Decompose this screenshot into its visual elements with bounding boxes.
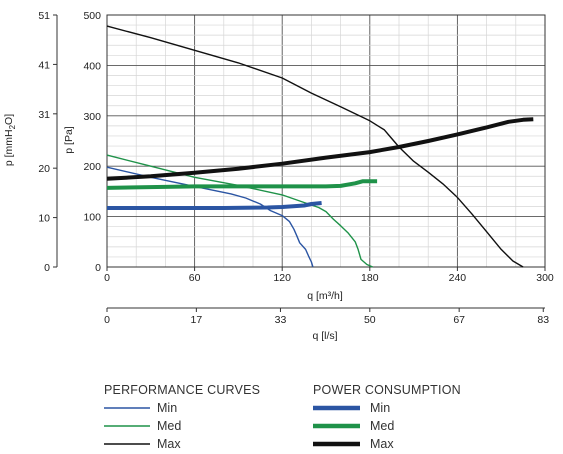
plot-frame xyxy=(106,14,546,268)
power-curve-med xyxy=(106,179,378,190)
x-tick-label: 180 xyxy=(361,272,379,284)
x2-tick-label: 83 xyxy=(537,314,549,326)
x2-tick-label: 50 xyxy=(364,314,376,326)
x2-tick-label: 33 xyxy=(275,314,287,326)
performance-curve-max xyxy=(106,25,524,268)
power-curve-max xyxy=(106,117,534,181)
legend-power-max-label: Max xyxy=(370,437,394,451)
legend-perf-max-label: Max xyxy=(157,437,181,451)
y-tick-label: 100 xyxy=(83,212,101,224)
x-tick-label: 120 xyxy=(273,272,291,284)
plot-grid xyxy=(106,14,546,268)
y-tick-label: 0 xyxy=(95,262,101,274)
performance-curve-min xyxy=(106,166,314,268)
y-tick-label: 200 xyxy=(83,161,101,173)
y-axis-label-mmh2o: p [mmH2O] xyxy=(3,114,17,166)
y2-tick-label: 20 xyxy=(38,163,50,175)
y2-tick-label: 10 xyxy=(38,213,50,225)
legend: PERFORMANCE CURVES POWER CONSUMPTION Min… xyxy=(104,383,461,451)
y2-tick-label: 0 xyxy=(44,262,50,274)
x-tick-label: 300 xyxy=(536,272,554,284)
x2-tick-label: 67 xyxy=(453,314,465,326)
x2-tick-label: 17 xyxy=(191,314,203,326)
plot-curves xyxy=(106,25,534,268)
legend-performance-title: PERFORMANCE CURVES xyxy=(104,383,260,397)
legend-power-title: POWER CONSUMPTION xyxy=(313,383,461,397)
plot-axes xyxy=(56,14,546,309)
power-curve-min xyxy=(107,201,322,210)
y-tick-label: 500 xyxy=(83,10,101,22)
legend-perf-med-label: Med xyxy=(157,419,181,433)
x-tick-label: 0 xyxy=(104,272,110,284)
legend-power-min-label: Min xyxy=(370,401,390,415)
y-axis-label-pa: p [Pa] xyxy=(63,126,75,154)
x-tick-label: 60 xyxy=(189,272,201,284)
legend-perf-min-label: Min xyxy=(157,401,177,415)
x-tick-label: 240 xyxy=(449,272,467,284)
x-axis-label-secondary: q [l/s] xyxy=(312,330,337,342)
y-tick-label: 300 xyxy=(83,111,101,123)
legend-power-med-label: Med xyxy=(370,419,394,433)
y-tick-label: 400 xyxy=(83,60,101,72)
x2-tick-label: 0 xyxy=(104,314,110,326)
x-axis-label-primary: q [m³/h] xyxy=(307,290,343,302)
y2-tick-label: 41 xyxy=(38,59,50,71)
y2-tick-label: 51 xyxy=(38,10,50,22)
y2-tick-label: 31 xyxy=(38,109,50,121)
performance-curve-med xyxy=(106,154,373,268)
